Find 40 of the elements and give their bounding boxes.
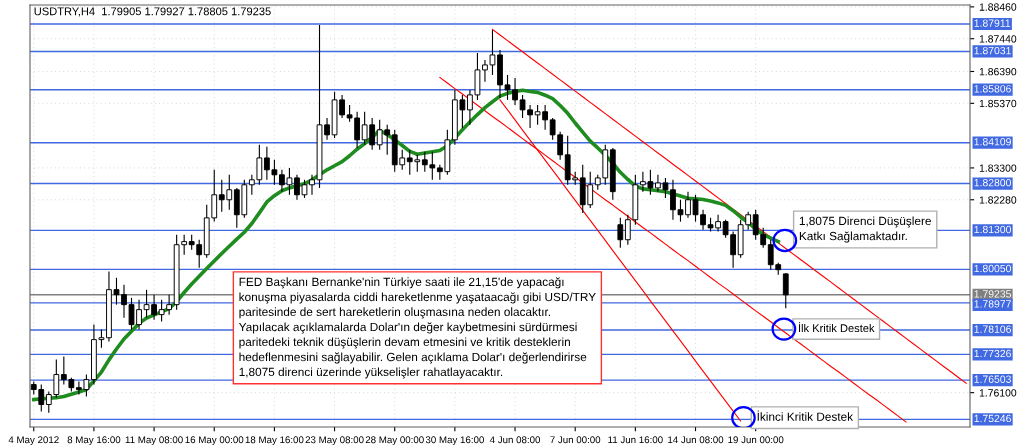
annotation: İlk Kritik Destek — [799, 322, 875, 333]
y-tick-label: 1.82280 — [979, 196, 1017, 204]
annotation: 1,8075 Direnci Düşüşlere Katkı Sağlamaktadır. — [799, 216, 931, 243]
y-tick-label: 1.76100 — [979, 389, 1017, 397]
annotation: FED Başkanı Bernanke'nin Türkiye saati ile 21,15'de yapacağı konuşma piyasalarda ciddi hareketlenme yaşataacağı gibi USD/TRY paritesinde de sert hareketlerin oluşmasına neden olacaktır. Yapılacak açıklamalarda Dolar'ın değer kaybetmesini sürdürmesi paritedeki teknik düşüşlerin devam etmesini ve kritik desteklerin hedeflenmesini sağlayabilir. Gelen açıklama Dolar'ı değerlendirirse 1,8075 direnci üzerinde yükselişler rahatlayacaktır. — [238, 277, 596, 379]
x-tick-label: 11 Jun 16:00 — [608, 436, 663, 444]
y-tick-label: 1.88460 — [979, 3, 1017, 11]
ref-line-label: 1.76503 — [974, 375, 1011, 383]
annotation: İkinci Kritik Destek — [757, 410, 854, 421]
ref-line-label: 1.78977 — [974, 300, 1011, 308]
x-tick-label: 18 May 16:00 — [245, 436, 304, 446]
x-tick-label: 4 Jun 08:00 — [489, 436, 541, 444]
x-tick-label: 4 May 2012 — [8, 436, 59, 446]
ref-line-label: 1.77326 — [974, 349, 1011, 358]
ref-line-label: 1.81300 — [974, 225, 1012, 234]
candlestick — [617, 217, 624, 249]
x-tick-label: 8 May 16:00 — [67, 436, 121, 446]
ref-line-label: 1.80050 — [974, 264, 1012, 273]
ref-line-label: 1.79235 — [974, 290, 1011, 298]
y-tick-label: 1.83300 — [979, 164, 1017, 172]
x-tick-label: 30 May 16:00 — [425, 436, 484, 446]
x-tick-label: 11 May 08:00 — [125, 436, 183, 446]
x-tick-label: 7 Jun 00:00 — [550, 436, 601, 444]
ref-line-label: 1.87911 — [974, 19, 1011, 27]
y-tick-label: 1.86390 — [979, 67, 1017, 76]
x-tick-label: 23 May 08:00 — [305, 436, 364, 446]
x-tick-label: 28 May 00:00 — [365, 436, 424, 446]
y-tick-label: 1.85370 — [979, 99, 1017, 108]
y-tick-label: 1.87440 — [979, 35, 1017, 43]
x-tick-label: 19 Jun 00:00 — [728, 436, 784, 444]
ref-line-label: 1.82800 — [974, 178, 1012, 187]
ref-line-label: 1.85806 — [974, 85, 1011, 93]
ref-line-label: 1.78106 — [974, 325, 1011, 333]
ref-line-label: 1.87031 — [974, 46, 1011, 55]
ref-line-label: 1.75246 — [974, 414, 1011, 423]
chart-title: USDTRY,H4 1.79905 1.79927 1.78805 1.79235 — [34, 7, 271, 17]
ref-line-label: 1.84109 — [974, 138, 1011, 146]
candlestick — [782, 272, 789, 309]
x-tick-label: 16 May 00:00 — [185, 436, 244, 446]
x-tick-label: 14 Jun 08:00 — [668, 436, 724, 444]
